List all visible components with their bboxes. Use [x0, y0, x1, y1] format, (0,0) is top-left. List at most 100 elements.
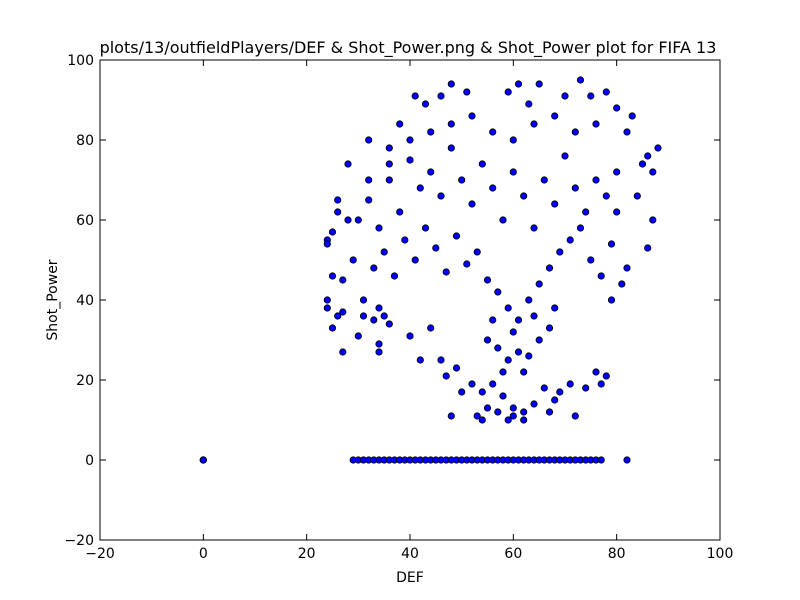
- scatter-point: [587, 92, 595, 100]
- scatter-point: [447, 120, 455, 128]
- scatter-point: [535, 280, 543, 288]
- scatter-point: [380, 312, 388, 320]
- scatter-point: [494, 408, 502, 416]
- y-tick-label: 100: [67, 53, 94, 69]
- scatter-point: [504, 356, 512, 364]
- scatter-point: [530, 224, 538, 232]
- scatter-point: [520, 368, 528, 376]
- scatter-point: [525, 352, 533, 360]
- scatter-point: [551, 396, 559, 404]
- scatter-point: [504, 88, 512, 96]
- scatter-point: [556, 388, 564, 396]
- scatter-point: [592, 176, 600, 184]
- scatter-point: [432, 244, 440, 252]
- x-tick-label: 60: [504, 546, 522, 562]
- scatter-point: [654, 144, 662, 152]
- scatter-point: [566, 380, 574, 388]
- scatter-point: [365, 176, 373, 184]
- scatter-point: [483, 336, 492, 344]
- scatter-point: [597, 272, 605, 280]
- scatter-point: [473, 412, 481, 420]
- scatter-point: [489, 316, 497, 324]
- scatter-point: [396, 120, 404, 128]
- scatter-point: [623, 128, 631, 136]
- y-axis-label: Shot_Power: [45, 259, 61, 340]
- scatter-point: [334, 196, 342, 204]
- scatter-point: [535, 336, 543, 344]
- x-tick-label: 80: [608, 546, 626, 562]
- scatter-point: [359, 312, 368, 320]
- scatter-point: [613, 208, 621, 216]
- scatter-point: [380, 248, 388, 256]
- scatter-point: [509, 404, 517, 412]
- scatter-point: [334, 312, 342, 320]
- scatter-point: [447, 144, 455, 152]
- scatter-point: [571, 128, 579, 136]
- scatter-point: [509, 136, 517, 144]
- scatter-point: [375, 348, 383, 356]
- y-tick-label: 20: [76, 373, 94, 389]
- scatter-point: [540, 384, 548, 392]
- scatter-point: [416, 184, 424, 192]
- scatter-point: [545, 264, 554, 272]
- scatter-point: [571, 184, 579, 192]
- scatter-point: [411, 256, 419, 264]
- scatter-point: [576, 76, 585, 84]
- scatter-point: [385, 144, 393, 152]
- scatter-point: [339, 348, 347, 356]
- scatter-point: [421, 100, 430, 108]
- scatter-point: [561, 92, 569, 100]
- scatter-point: [349, 256, 357, 264]
- scatter-point: [354, 332, 362, 340]
- scatter-point: [375, 340, 383, 348]
- scatter-point: [545, 408, 554, 416]
- scatter-point: [323, 296, 331, 304]
- scatter-point: [602, 88, 610, 96]
- scatter-point: [334, 208, 342, 216]
- scatter-point: [463, 88, 471, 96]
- scatter-point: [390, 272, 399, 280]
- scatter-point: [370, 316, 378, 324]
- scatter-point: [199, 456, 207, 464]
- scatter-point: [499, 216, 507, 224]
- scatter-point: [458, 176, 466, 184]
- scatter-point: [323, 304, 331, 312]
- scatter-point: [468, 380, 476, 388]
- scatter-point: [421, 224, 430, 232]
- scatter-point: [597, 380, 605, 388]
- scatter-point: [644, 244, 652, 252]
- scatter-point: [618, 280, 626, 288]
- scatter-point: [509, 412, 517, 420]
- scatter-point: [442, 268, 450, 276]
- y-tick-label: 80: [76, 133, 94, 149]
- scatter-point: [494, 288, 502, 296]
- scatter-point: [478, 388, 486, 396]
- scatter-point: [499, 392, 507, 400]
- scatter-point: [649, 216, 657, 224]
- scatter-point: [592, 120, 600, 128]
- scatter-point: [463, 260, 471, 268]
- scatter-point: [499, 368, 507, 376]
- scatter-point: [406, 156, 414, 164]
- scatter-point: [556, 248, 564, 256]
- y-tick-label: 60: [76, 213, 94, 229]
- scatter-point: [561, 152, 569, 160]
- scatter-point: [592, 368, 600, 376]
- scatter-point: [602, 192, 610, 200]
- scatter-point: [509, 328, 517, 336]
- scatter-point: [489, 380, 497, 388]
- scatter-point: [339, 308, 347, 316]
- scatter-point: [582, 384, 590, 392]
- scatter-point: [375, 304, 383, 312]
- scatter-point: [571, 412, 579, 420]
- x-tick-label: 20: [298, 546, 316, 562]
- scatter-point: [520, 408, 528, 416]
- scatter-point: [525, 296, 533, 304]
- scatter-point: [551, 304, 559, 312]
- x-tick-label: 40: [401, 546, 419, 562]
- scatter-point: [489, 128, 497, 136]
- x-tick-label: 100: [707, 546, 734, 562]
- scatter-point: [633, 192, 641, 200]
- scatter-point: [514, 316, 523, 324]
